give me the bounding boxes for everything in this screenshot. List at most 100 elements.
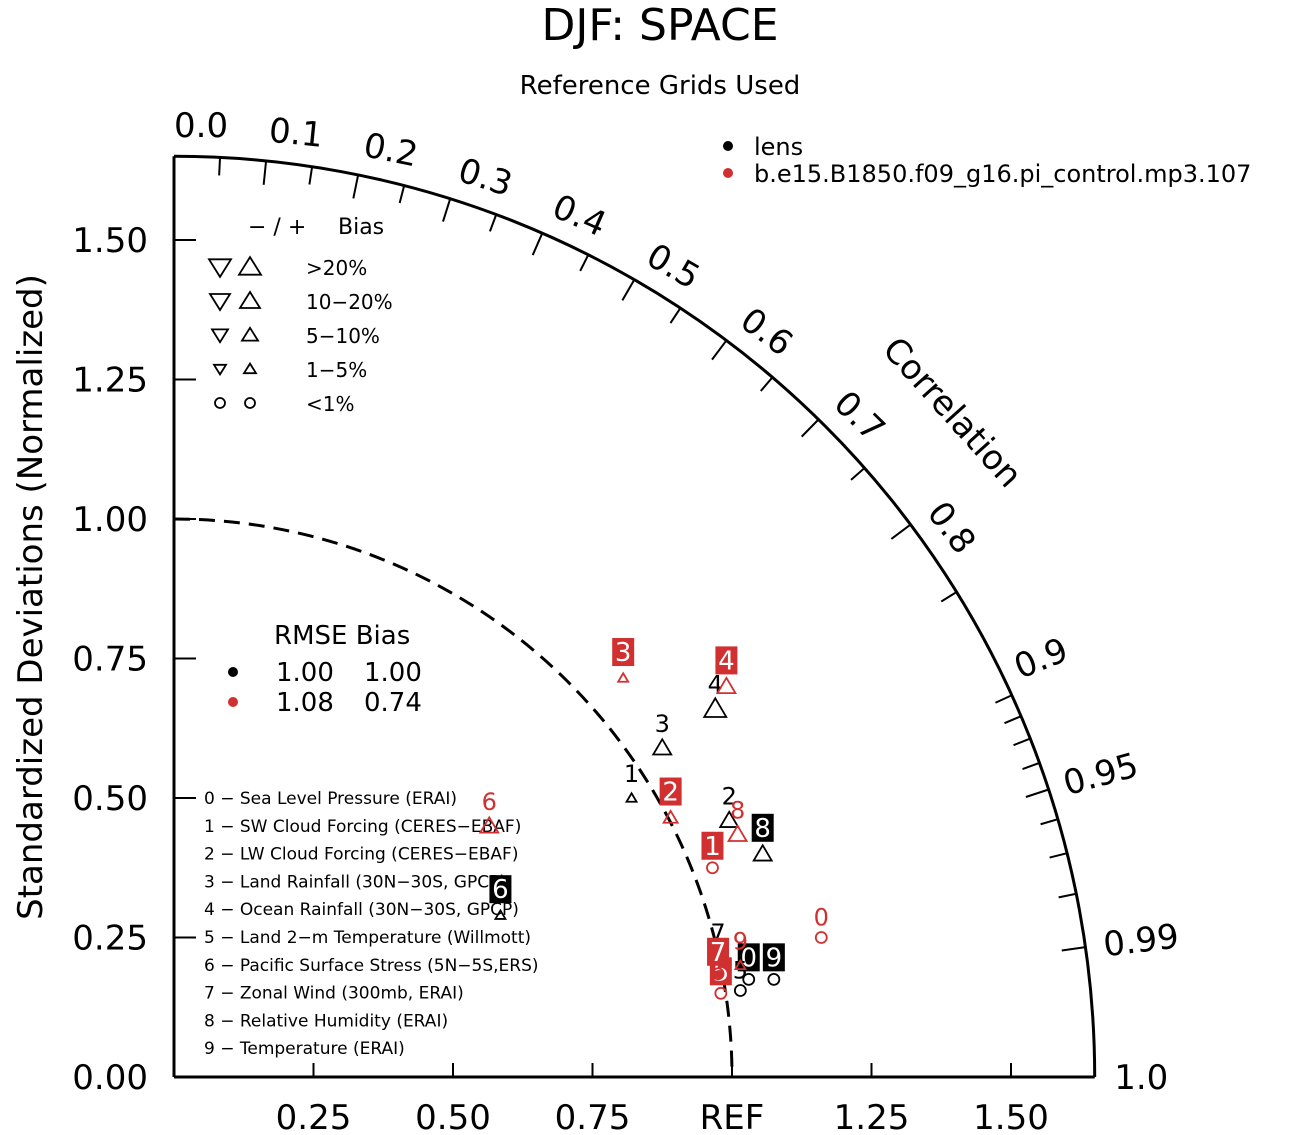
correlation-tick	[711, 339, 728, 361]
data-point-marker	[715, 676, 737, 695]
stats-dot	[228, 667, 238, 677]
down-triangle-icon	[208, 293, 232, 312]
variable-list-item: 2 − LW Cloud Forcing (CERES−EBAF)	[204, 845, 518, 865]
legend-case-label: b.e15.B1850.f09_g16.pi_control.mp3.107	[754, 160, 1251, 188]
correlation-tick	[1058, 892, 1077, 899]
variable-list-item: 5 − Land 2−m Temperature (Willmott)	[204, 928, 531, 948]
variable-list-item: 7 − Zonal Wind (300mb, ERAI)	[204, 984, 464, 1004]
correlation-tick	[1040, 818, 1059, 826]
data-point-marker	[733, 958, 747, 971]
y-axis-label: Standardized Deviations (Normalized)	[11, 274, 51, 920]
correlation-tick	[850, 467, 866, 481]
y-tick-label: 1.50	[72, 221, 148, 261]
y-tick-label: 0.75	[72, 640, 148, 680]
data-point-label: 3	[615, 638, 632, 668]
bias-legend-row: >20%	[306, 256, 367, 280]
variable-list-item: 6 − Pacific Surface Stress (5N−5S,ERS)	[204, 956, 539, 976]
data-point-label: 1	[624, 760, 639, 788]
data-point-marker	[711, 967, 725, 981]
data-point-marker	[727, 823, 749, 842]
correlation-label: 0.99	[1101, 917, 1181, 966]
data-point-label: 0	[740, 943, 757, 973]
stats-bias: 0.74	[364, 688, 422, 718]
correlation-label: 0.6	[733, 300, 800, 364]
bias-legend-row: <1%	[306, 392, 355, 416]
data-point-label-box	[701, 831, 724, 860]
legend-case-label: lens	[754, 133, 803, 161]
up-triangle-icon	[240, 326, 260, 342]
data-point-marker	[742, 972, 756, 986]
stats-rmse: 1.00	[276, 658, 334, 688]
bias-legend-signs: − / +	[248, 215, 306, 240]
data-point-marker	[702, 696, 728, 718]
data-point-marker	[767, 972, 781, 986]
correlation-tick	[398, 185, 406, 204]
correlation-tick	[890, 523, 912, 540]
y-tick-label: 0.00	[72, 1058, 148, 1098]
data-point-label-box	[612, 638, 635, 667]
correlation-tick	[218, 157, 222, 176]
correlation-tick	[940, 591, 958, 603]
variable-list-item: 1 − SW Cloud Forcing (CERES−EBAF)	[204, 817, 521, 837]
data-point-label-box	[715, 646, 738, 675]
correlation-label: 0.95	[1059, 745, 1143, 804]
data-point-marker	[651, 737, 673, 756]
correlation-tick	[621, 279, 636, 301]
data-point-marker	[714, 986, 728, 1000]
data-point-label: 6	[482, 788, 497, 816]
data-point-label: 4	[718, 646, 735, 676]
axes: 0.25 0.50 0.75 REF 1.25 1.500.000.250.500.751…	[72, 106, 1181, 1135]
correlation-label: 0.3	[453, 151, 517, 205]
down-triangle-icon	[210, 328, 230, 344]
correlation-tick	[579, 254, 590, 272]
variable-list-item: 4 − Ocean Rainfall (30N−30S, GPCP)	[204, 900, 519, 920]
data-point-label-box	[707, 937, 730, 966]
correlation-tick	[442, 198, 452, 222]
y-tick-label: 1.25	[72, 361, 148, 401]
correlation-tick	[1025, 788, 1049, 798]
correlation-tick	[1004, 715, 1022, 725]
x-tick-label: 0.75	[555, 1098, 631, 1135]
y-tick-label: 0.50	[72, 779, 148, 819]
circle-icon	[244, 397, 256, 409]
x-tick-label: 0.25	[276, 1098, 352, 1135]
legend: lensb.e15.B1850.f09_g16.pi_control.mp3.1…	[204, 133, 1251, 1059]
up-triangle-icon	[238, 290, 262, 309]
down-triangle-icon	[212, 363, 228, 377]
correlation-tick	[995, 694, 1013, 704]
data-point-marker	[733, 984, 747, 997]
data-point-label-box	[659, 777, 682, 806]
correlation-tick	[1013, 737, 1031, 747]
variable-list-item: 0 − Sea Level Pressure (ERAI)	[204, 789, 457, 809]
correlation-label: 0.1	[267, 111, 325, 156]
correlation-label: 0.2	[360, 125, 421, 175]
correlation-label: 0.0	[174, 106, 228, 146]
chart-title: DJF: SPACE	[541, 0, 778, 51]
up-triangle-icon	[237, 255, 263, 276]
up-triangle-icon	[242, 361, 258, 375]
correlation-tick	[352, 174, 360, 199]
stats-rmse: 1.08	[276, 688, 334, 718]
y-tick-label: 0.25	[72, 919, 148, 959]
x-tick-label: 1.50	[973, 1098, 1049, 1135]
data-point-label: 2	[722, 782, 737, 810]
data-point-marker	[493, 908, 508, 920]
correlation-tick	[531, 232, 544, 256]
data-point-label: 7	[710, 938, 727, 968]
down-triangle-icon	[207, 258, 233, 279]
correlation-tick	[1049, 852, 1068, 859]
correlation-label: 0.7	[826, 383, 893, 449]
data-point-label: 8	[730, 796, 745, 824]
correlation-label: 0.9	[1009, 630, 1074, 687]
reference-arc	[173, 517, 734, 1078]
correlation-label: Correlation	[875, 330, 1030, 496]
variable-list-item: 3 − Land Rainfall (30N−30S, GPCP)	[204, 872, 506, 892]
bias-legend-row: 1−5%	[306, 358, 367, 382]
data-point-marker	[718, 809, 740, 828]
bias-legend-header: Bias	[338, 215, 384, 240]
x-tick-label: 1.25	[834, 1098, 910, 1135]
data-point-label-box	[489, 875, 512, 904]
